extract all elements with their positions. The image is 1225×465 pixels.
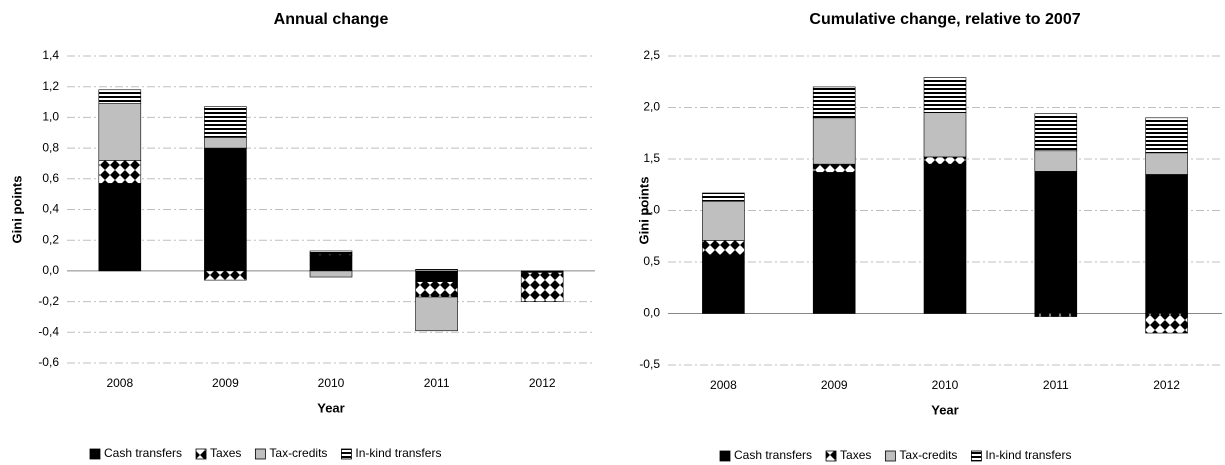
x-tick-label: 2010 [932,378,959,392]
bar-segment [1145,152,1188,175]
chart-title: Cumulative change, relative to 2007 [809,11,1080,28]
y-tick-label: 0,8 [42,140,59,154]
bar-segment [702,254,745,314]
x-tick-label: 2012 [1153,378,1180,392]
bar-segment [520,272,564,302]
chart-title: Annual change [274,11,389,28]
x-axis-label: Year [931,402,958,417]
bar-segment [309,255,353,272]
bar-segment [1145,313,1188,334]
legend-label: Cash transfers [734,448,812,462]
legend-swatch [884,450,896,462]
x-tick-label: 2009 [212,376,239,390]
bar-segment [812,172,856,314]
bar-segment [415,270,458,282]
legend-label: In-kind transfers [355,446,441,460]
bar-segment [702,240,745,256]
bar-segment [1145,174,1188,314]
legend-label: Tax-credits [899,448,957,462]
y-tick-label: 2,0 [643,100,660,114]
x-tick-label: 2008 [106,376,133,390]
bar-segment [702,192,745,202]
y-tick-label: 0,6 [42,171,59,185]
y-tick-label: 1,5 [643,151,660,165]
bar-segment [1145,117,1188,154]
chart: Annual change Gini points -0,6 -0,4 -0,2 0,0 0… [9,11,595,460]
legend-label: Taxes [210,446,241,460]
legend-swatch [195,448,207,460]
chart: Cumulative change, relative to 2007 Gini … [636,11,1222,462]
bar-segment [702,200,745,241]
y-tick-label: 1,0 [42,110,59,124]
y-tick-label: -0,5 [639,357,660,371]
bar-segment [1034,150,1078,172]
legend-swatch [719,450,731,462]
x-tick-label: 2010 [318,376,345,390]
bar-segment [812,86,856,119]
legend-label: In-kind transfers [985,448,1071,462]
y-tick-label: 2,5 [643,48,660,62]
legend-swatch [825,450,837,462]
y-tick-label: -0,4 [38,324,59,338]
y-tick-label: 0,5 [643,254,660,268]
y-tick-label: 1,2 [42,79,59,93]
y-tick-label: 1,0 [643,203,660,217]
y-tick-label: 0,2 [42,232,59,246]
bar-segment [923,163,967,314]
bar-segment [204,270,247,281]
bar-segment [415,281,458,298]
bar-segment [923,156,967,165]
bar-segment [415,296,458,332]
x-tick-label: 2011 [1043,378,1069,392]
legend-label: Tax-credits [269,446,327,460]
y-axis-label: Gini points [636,177,651,245]
bar-segment [204,147,247,272]
bar-segment [923,112,967,158]
bar-segment [98,183,142,272]
bar-segment [1034,113,1078,152]
y-tick-label: 0,4 [42,202,59,216]
x-axis-label: Year [317,400,344,415]
y-tick-label: 0,0 [643,306,660,320]
legend-swatch [254,448,266,460]
bar-segment [812,163,856,173]
bar-segment [923,77,967,113]
legend-label: Cash transfers [104,446,182,460]
bar-segment [98,103,142,161]
bar-segment [204,137,247,149]
bar-segment [98,89,142,104]
bar-segment [309,250,353,255]
x-tick-label: 2008 [710,378,737,392]
y-tick-label: -0,6 [38,355,59,369]
bar-segment [1034,313,1078,317]
y-tick-label: -0,2 [38,294,59,308]
legend-swatch [89,448,101,460]
legend-label: Taxes [840,448,871,462]
bar-segment [204,106,247,138]
bar-segment [415,269,458,272]
y-tick-label: 0,0 [42,263,59,277]
x-tick-label: 2012 [529,376,556,390]
x-tick-label: 2009 [821,378,848,392]
x-tick-label: 2011 [424,376,450,390]
bar-segment [812,117,856,165]
y-tick-label: 1,4 [42,48,59,62]
bar-segment [1034,171,1078,314]
bar-segment [98,160,142,184]
bar-segment [309,270,353,278]
legend-swatch [971,450,982,462]
legend-swatch [341,448,352,460]
y-axis-label: Gini points [9,176,24,244]
